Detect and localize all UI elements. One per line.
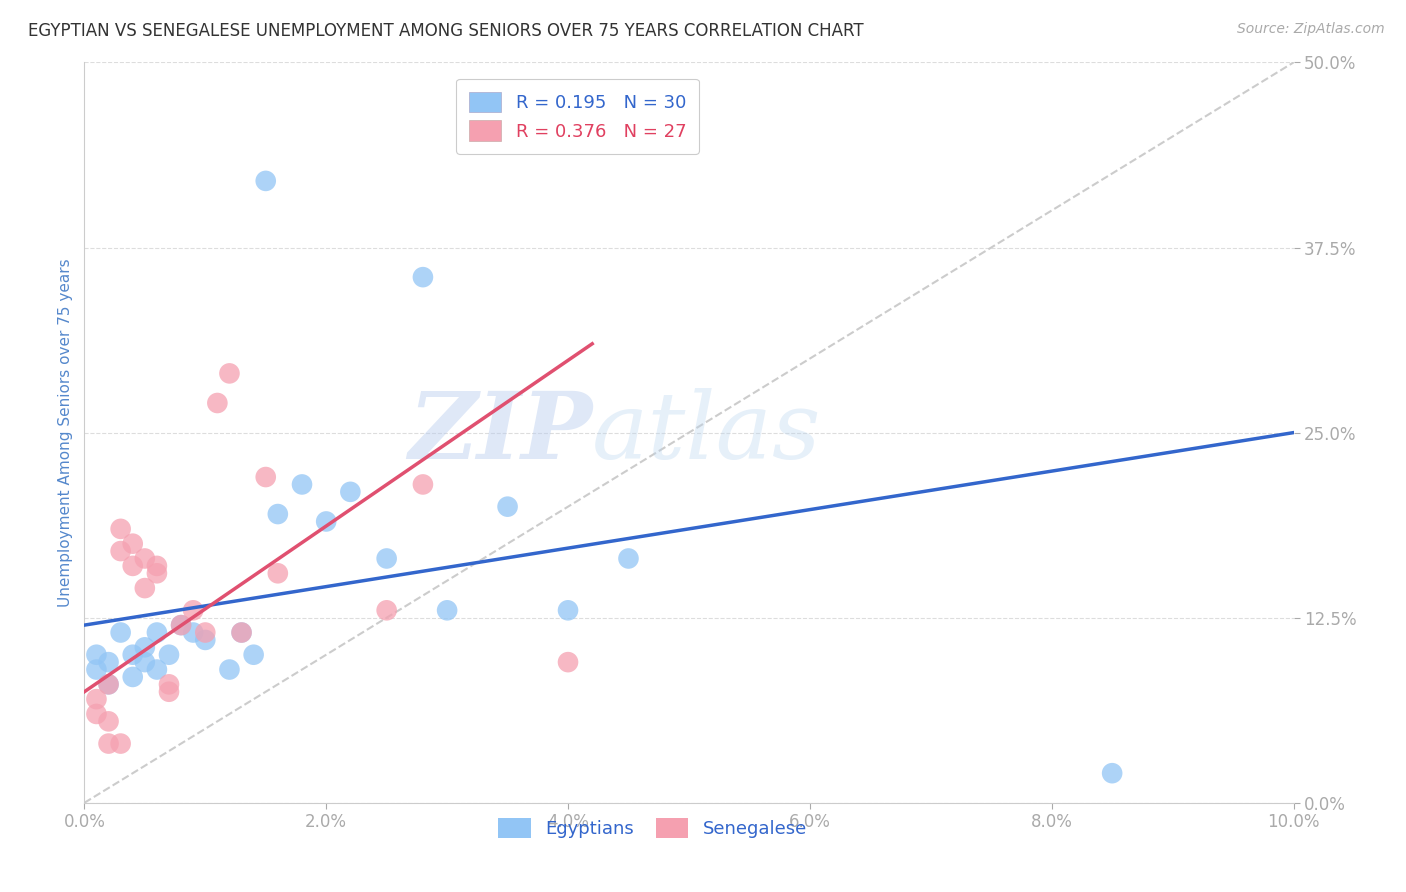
Point — [146, 663, 169, 677]
Point — [242, 648, 264, 662]
Point — [170, 618, 193, 632]
Point — [617, 551, 640, 566]
Point — [110, 625, 132, 640]
Point — [121, 536, 143, 550]
Point — [86, 692, 108, 706]
Point — [375, 603, 398, 617]
Point — [146, 566, 169, 581]
Point — [267, 566, 290, 581]
Point — [315, 515, 337, 529]
Y-axis label: Unemployment Among Seniors over 75 years: Unemployment Among Seniors over 75 years — [58, 259, 73, 607]
Point — [291, 477, 314, 491]
Point — [375, 551, 398, 566]
Point — [267, 507, 290, 521]
Point — [157, 648, 180, 662]
Point — [146, 558, 169, 573]
Text: EGYPTIAN VS SENEGALESE UNEMPLOYMENT AMONG SENIORS OVER 75 YEARS CORRELATION CHAR: EGYPTIAN VS SENEGALESE UNEMPLOYMENT AMON… — [28, 22, 863, 40]
Point — [110, 737, 132, 751]
Point — [254, 174, 277, 188]
Point — [134, 551, 156, 566]
Point — [157, 685, 180, 699]
Point — [170, 618, 193, 632]
Point — [110, 544, 132, 558]
Point — [557, 655, 579, 669]
Point — [207, 396, 229, 410]
Point — [218, 663, 240, 677]
Point — [97, 655, 120, 669]
Text: atlas: atlas — [592, 388, 821, 477]
Legend: Egyptians, Senegalese: Egyptians, Senegalese — [491, 810, 814, 846]
Point — [412, 477, 434, 491]
Point — [194, 625, 217, 640]
Point — [134, 655, 156, 669]
Point — [121, 558, 143, 573]
Point — [97, 677, 120, 691]
Point — [86, 663, 108, 677]
Point — [231, 625, 253, 640]
Point — [496, 500, 519, 514]
Point — [339, 484, 361, 499]
Point — [254, 470, 277, 484]
Point — [121, 670, 143, 684]
Point — [121, 648, 143, 662]
Point — [110, 522, 132, 536]
Point — [436, 603, 458, 617]
Point — [557, 603, 579, 617]
Point — [157, 677, 180, 691]
Point — [86, 648, 108, 662]
Point — [181, 603, 204, 617]
Point — [194, 632, 217, 647]
Text: ZIP: ZIP — [408, 388, 592, 477]
Point — [218, 367, 240, 381]
Point — [146, 625, 169, 640]
Point — [1101, 766, 1123, 780]
Point — [412, 270, 434, 285]
Point — [86, 706, 108, 721]
Point — [181, 625, 204, 640]
Text: Source: ZipAtlas.com: Source: ZipAtlas.com — [1237, 22, 1385, 37]
Point — [134, 640, 156, 655]
Point — [97, 714, 120, 729]
Point — [97, 737, 120, 751]
Point — [134, 581, 156, 595]
Point — [231, 625, 253, 640]
Point — [97, 677, 120, 691]
